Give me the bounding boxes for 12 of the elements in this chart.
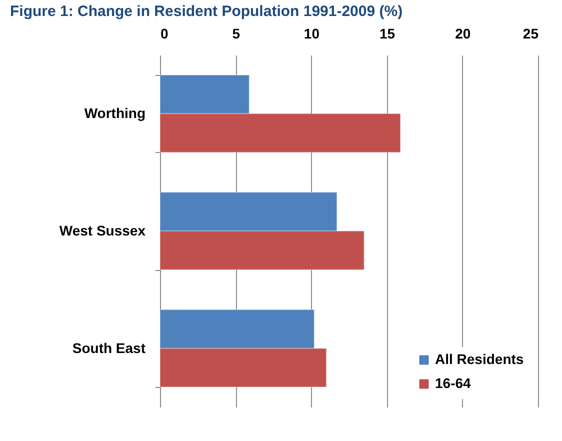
x-tick-label: 20 bbox=[455, 26, 471, 42]
y-tick-label: Worthing bbox=[84, 105, 146, 122]
y-tick-label: West Sussex bbox=[59, 222, 146, 238]
x-tick-label: 25 bbox=[522, 26, 539, 42]
y-tick-label: South East bbox=[72, 340, 146, 356]
chart-title: Figure 1: Change in Resident Population 1991-2009 (%) bbox=[10, 3, 403, 20]
x-tick-label: 5 bbox=[232, 26, 240, 42]
x-tick-label: 0 bbox=[160, 26, 168, 42]
legend-label: All Residents bbox=[435, 351, 524, 367]
x-tick-label: 15 bbox=[380, 26, 396, 42]
x-tick-label: 10 bbox=[304, 26, 320, 42]
legend-label: 16-64 bbox=[435, 375, 472, 391]
